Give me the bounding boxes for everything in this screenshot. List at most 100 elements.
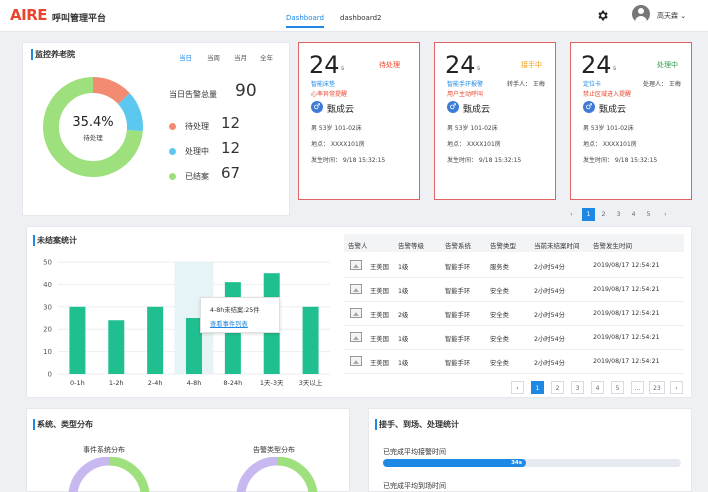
alert-person: 甄成云: [599, 105, 627, 115]
alert-meta: 男 53岁 101-02床: [447, 125, 498, 132]
alert-seconds: 24: [309, 51, 340, 79]
table-page-button[interactable]: 1: [531, 381, 544, 394]
view-events-link[interactable]: 查看事件列表: [210, 321, 248, 328]
range-tab-day[interactable]: 当日: [179, 54, 192, 62]
pager-page-button[interactable]: 2: [601, 211, 606, 218]
table-page-button[interactable]: 2: [551, 381, 564, 394]
table-page-button[interactable]: 4: [591, 381, 604, 394]
table-page-button[interactable]: 23: [649, 381, 665, 394]
bar-0-1h[interactable]: [69, 306, 86, 374]
chart-tooltip: 4-8h未结案:25件 查看事件列表: [200, 297, 280, 333]
legend-dot-processing: [169, 148, 176, 155]
total-label: 当日告警总量: [169, 90, 217, 99]
table-page-button[interactable]: 5: [611, 381, 624, 394]
table-page-button[interactable]: 3: [571, 381, 584, 394]
y-tick-label: 40: [43, 281, 52, 289]
pager-page-button[interactable]: 4: [631, 211, 636, 218]
legend-dot-closed: [169, 173, 176, 180]
alarm-card-title: 监控养老院: [31, 49, 75, 60]
range-tab-month[interactable]: 当月: [234, 54, 247, 62]
cell-dur: 2小时54分: [534, 312, 565, 319]
donut-segment-待处理: [92, 77, 130, 105]
alert-address: 地点： XXXX101房: [583, 141, 637, 148]
pager-prev-button[interactable]: ‹: [570, 211, 573, 218]
alert-card[interactable]: 24 s 处理中 定位卡 禁止区域进入提醒 处理人： 王梅 ♂ 甄成云 男 53…: [570, 42, 692, 200]
alert-device: 智能手环报警: [447, 81, 484, 88]
alert-time: 发生时间： 9/18 15:32:15: [583, 157, 658, 164]
y-tick-label: 10: [43, 348, 52, 356]
alert-time: 发生时间： 9/18 15:32:15: [311, 157, 386, 164]
distribution-title: 系统、类型分布: [33, 419, 93, 430]
bar-2-4h[interactable]: [147, 306, 164, 374]
y-tick-label: 50: [43, 259, 52, 267]
alert-reason: 心率异常提醒: [311, 91, 348, 98]
gear-icon[interactable]: [596, 9, 609, 22]
open-cases-title: 未结案统计: [33, 235, 77, 246]
alert-address: 地点： XXXX101房: [447, 141, 501, 148]
alert-assignee: 处理人： 王梅: [643, 81, 681, 88]
x-tick-label: 1-2h: [109, 379, 124, 387]
bar-3天以上[interactable]: [302, 306, 319, 374]
cell-type: 服务类: [490, 264, 509, 271]
cell-person: 王美国: [370, 264, 389, 271]
y-tick-label: 30: [43, 303, 52, 311]
legend-label-closed: 已结案: [185, 172, 209, 181]
cell-time: 2019/08/17 12:54:21: [593, 262, 660, 269]
donut-segment-已结案: [43, 77, 143, 177]
pager-page-button[interactable]: 5: [646, 211, 651, 218]
range-tab-year[interactable]: 全年: [260, 54, 273, 62]
alert-person: 甄成云: [463, 105, 491, 115]
y-tick-label: 0: [48, 371, 52, 379]
alarm-summary-card: 监控养老院 当日 当周 当月 全年 35.4% 待处理 当日告警总量 90 待处…: [22, 42, 290, 216]
bar-1-2h[interactable]: [108, 320, 125, 374]
alert-seconds: 24: [445, 51, 476, 79]
table-row[interactable]: 王美国 1级 智能手环 安全类 2小时54分 2019/08/17 12:54:21: [344, 326, 684, 350]
handling-stats-card: 接手、到场、处理统计 已完成平均接警时间 34s 已完成平均到场时间: [368, 408, 692, 492]
male-icon: ♂: [583, 101, 595, 113]
bar-4-8h[interactable]: [186, 318, 202, 374]
avatar[interactable]: [632, 5, 650, 23]
cell-person: 王美国: [370, 288, 389, 295]
cell-time: 2019/08/17 12:54:21: [593, 286, 660, 293]
male-icon: ♂: [311, 101, 323, 113]
legend-value-pending: 12: [221, 114, 241, 132]
user-name[interactable]: 高天霖 ⌄: [657, 12, 687, 20]
cell-type: 安全类: [490, 312, 509, 319]
table-row[interactable]: 王美国 1级 智能手环 安全类 2小时54分 2019/08/17 12:54:21: [344, 350, 684, 374]
cell-dur: 2小时54分: [534, 264, 565, 271]
table-row[interactable]: 王美国 1级 智能手环 安全类 2小时54分 2019/08/17 12:54:21: [344, 278, 684, 302]
alert-device: 智能床垫: [311, 81, 336, 88]
alert-reason: 用户主动呼叫: [447, 91, 484, 98]
table-row[interactable]: 王美国 2级 智能手环 安全类 2小时54分 2019/08/17 12:54:21: [344, 302, 684, 326]
legend-value-closed: 67: [221, 164, 241, 182]
table-row[interactable]: 王美国 1级 智能手环 服务类 2小时54分 2019/08/17 12:54:21: [344, 254, 684, 278]
cell-type: 安全类: [490, 288, 509, 295]
image-icon: [350, 260, 362, 270]
tab-dashboard2[interactable]: dashboard2: [340, 14, 382, 22]
x-tick-label: 8-24h: [223, 379, 242, 387]
table-prev-button[interactable]: ‹: [511, 381, 524, 394]
cell-person: 王美国: [370, 336, 389, 343]
alert-status: 待处理: [379, 61, 400, 69]
cell-dur: 2小时54分: [534, 336, 565, 343]
alert-seconds-unit: s: [341, 65, 345, 72]
tooltip-text: 4-8h未结案:25件: [210, 307, 260, 314]
alert-card[interactable]: 24 s 接手中 智能手环报警 用户主动呼叫 转手人： 王梅 ♂ 甄成云 男 5…: [434, 42, 556, 200]
tab-dashboard[interactable]: Dashboard: [286, 14, 324, 28]
alert-seconds: 24: [581, 51, 612, 79]
pager-next-button[interactable]: ›: [664, 211, 667, 218]
alert-person: 甄成云: [327, 105, 355, 115]
col-header-duration: 当前未结案时间: [534, 242, 580, 250]
image-icon: [350, 284, 362, 294]
alert-card[interactable]: 24 s 待处理 智能床垫 心率异常提醒 ♂ 甄成云 男 53岁 101-02床…: [298, 42, 420, 200]
cell-system: 智能手环: [445, 336, 471, 343]
range-tab-week[interactable]: 当周: [207, 54, 220, 62]
pager-page-button[interactable]: 3: [616, 211, 621, 218]
legend-value-processing: 12: [221, 139, 241, 157]
cell-time: 2019/08/17 12:54:21: [593, 310, 660, 317]
donut-segment-处理中: [117, 93, 143, 132]
pager-page-button[interactable]: 1: [582, 208, 595, 221]
y-tick-label: 20: [43, 326, 52, 334]
cell-level: 1级: [398, 360, 409, 367]
table-next-button[interactable]: ›: [670, 381, 683, 394]
